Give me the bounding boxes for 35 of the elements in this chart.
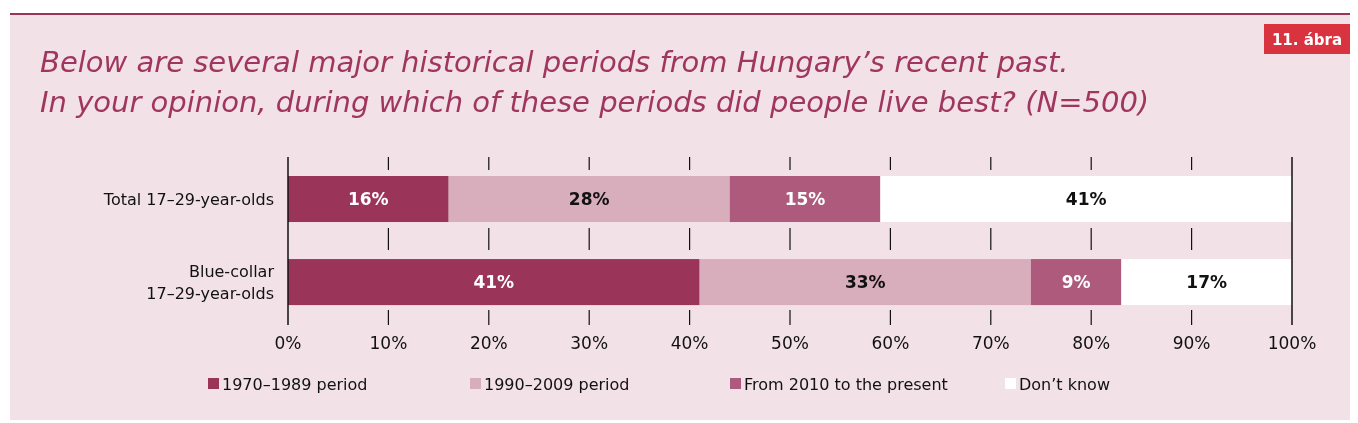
x-tick-label: 70% xyxy=(971,333,1010,353)
data-label: 16% xyxy=(347,189,389,210)
bar xyxy=(1030,259,1122,306)
chart-title: Below are several major historical periods from Hungary’s recent past. In your opinion, during which of these periods did people live best? (N=500) xyxy=(40,45,1150,119)
bar xyxy=(448,176,730,223)
legend-label: Don’t know xyxy=(1019,375,1110,394)
data-label: 9% xyxy=(1061,272,1091,293)
y-tick-label: Blue-collar 17–29-year-olds xyxy=(146,262,275,304)
data-label: 17% xyxy=(1186,272,1228,293)
x-tick-label: 60% xyxy=(871,333,910,353)
x-tick-label: 20% xyxy=(469,333,508,353)
x-tick-label: 100% xyxy=(1267,333,1317,353)
bar xyxy=(1121,259,1292,306)
x-tick-label: 10% xyxy=(369,333,408,353)
data-label: 15% xyxy=(784,189,826,210)
legend-label: From 2010 to the present xyxy=(744,375,948,394)
y-tick-label: Total 17–29-year-olds xyxy=(102,190,274,210)
legend-label: 1990–2009 period xyxy=(484,375,630,394)
x-tick-label: 30% xyxy=(570,333,609,353)
x-tick-label: 80% xyxy=(1072,333,1111,353)
bar xyxy=(880,176,1292,223)
data-label: 41% xyxy=(1065,189,1107,210)
x-tick-label: 40% xyxy=(670,333,709,353)
data-label: 28% xyxy=(568,189,610,210)
bar xyxy=(699,259,1031,306)
bar xyxy=(288,176,449,223)
x-tick-label: 50% xyxy=(771,333,809,353)
data-label: 41% xyxy=(473,272,515,293)
legend-label: 1970–1989 period xyxy=(222,375,368,394)
bar xyxy=(729,176,881,223)
x-tick-label: 0% xyxy=(274,333,302,353)
x-tick-label: 90% xyxy=(1172,333,1211,353)
bar xyxy=(288,259,700,306)
text: 11. ábra xyxy=(1271,31,1343,49)
data-label: 33% xyxy=(844,272,886,293)
